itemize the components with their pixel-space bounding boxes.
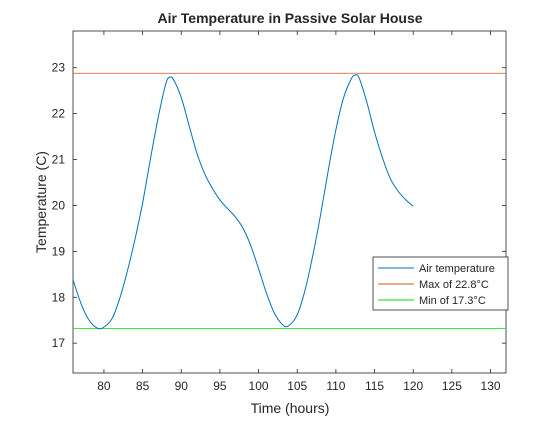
plot-area xyxy=(72,30,507,374)
x-tick-label: 130 xyxy=(481,379,501,393)
x-tick-label: 80 xyxy=(97,379,111,393)
legend-item-air-temperature: Air temperature xyxy=(378,263,495,275)
legend-label: Min of 17.3°C xyxy=(419,295,486,307)
x-tick-label: 120 xyxy=(403,379,423,393)
y-tick-label: 19 xyxy=(52,244,66,258)
y-tick-label: 17 xyxy=(52,336,66,350)
reference-lines xyxy=(73,72,506,329)
x-tick-label: 125 xyxy=(442,379,462,393)
legend-label: Max of 22.8°C xyxy=(419,279,489,291)
x-axis-label: Time (hours) xyxy=(251,400,330,416)
legend-item-max: Max of 22.8°C xyxy=(378,279,489,291)
air-temperature-line xyxy=(73,74,414,330)
x-tick-label: 105 xyxy=(287,379,307,393)
x-tick-label: 110 xyxy=(326,379,345,393)
legend-item-min: Min of 17.3°C xyxy=(378,295,486,307)
y-tick-label: 18 xyxy=(52,290,66,304)
y-tick-label: 21 xyxy=(52,153,66,167)
x-tick-label: 100 xyxy=(249,379,269,393)
chart-title: Air Temperature in Passive Solar House xyxy=(157,10,422,26)
legend: Air temperature Max of 22.8°C Min of 17.3°… xyxy=(372,256,509,311)
legend-label: Air temperature xyxy=(419,263,495,275)
x-tick-label: 85 xyxy=(136,379,150,393)
y-axis: 17 18 19 20 21 22 23 xyxy=(52,61,506,350)
x-tick-label: 95 xyxy=(213,379,227,393)
x-tick-label: 115 xyxy=(365,379,384,393)
series-layer xyxy=(73,74,414,330)
x-tick-label: 90 xyxy=(175,379,189,393)
y-tick-label: 22 xyxy=(52,107,66,121)
y-tick-label: 20 xyxy=(52,198,66,212)
legend-entries: Air temperature Max of 22.8°C Min of 17.3°… xyxy=(378,263,495,307)
y-axis-label: Temperature (C) xyxy=(33,151,49,253)
x-axis: 80 85 90 95 100 105 110 115 120 125 130 xyxy=(97,31,501,393)
y-tick-label: 23 xyxy=(52,61,66,75)
